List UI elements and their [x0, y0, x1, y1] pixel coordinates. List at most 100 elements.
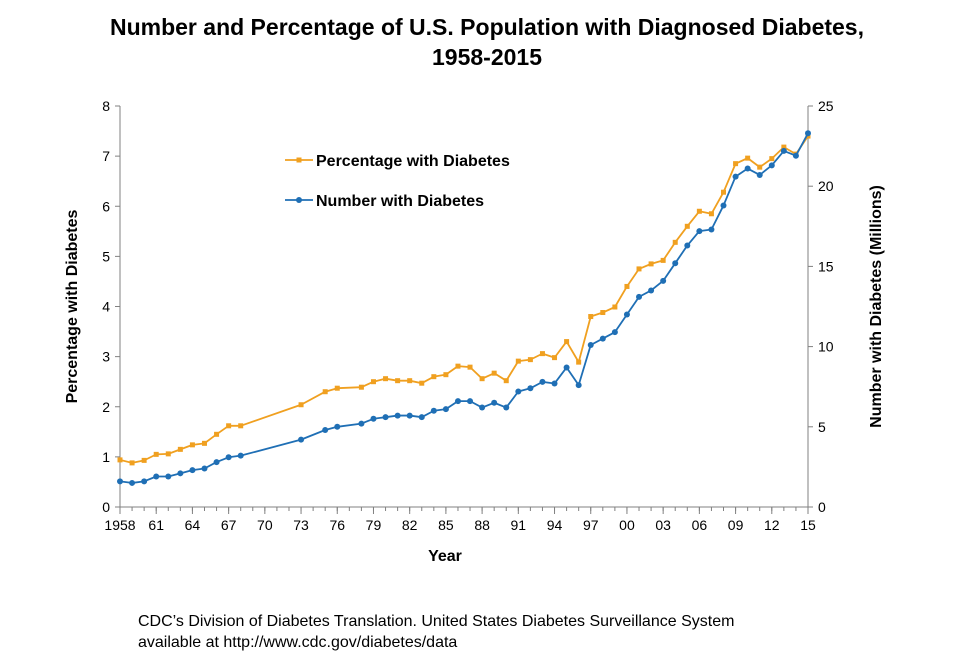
data-point [201, 465, 208, 472]
data-point [383, 376, 389, 382]
x-tick-label: 61 [148, 517, 164, 533]
data-point [407, 378, 413, 384]
left-y-tick-label: 1 [102, 449, 110, 465]
data-point [576, 359, 582, 365]
data-point [419, 380, 425, 386]
data-point [406, 412, 413, 419]
data-point [684, 223, 690, 229]
x-tick-label: 09 [728, 517, 744, 533]
chart-title-line-1: Number and Percentage of U.S. Population… [109, 14, 864, 40]
series-line [119, 135, 809, 464]
data-point [720, 202, 727, 209]
data-point [430, 407, 437, 414]
data-point [153, 473, 160, 480]
data-point [551, 380, 558, 387]
data-point [226, 423, 232, 429]
data-point [129, 479, 136, 486]
data-point [611, 329, 618, 336]
data-point [442, 406, 449, 413]
data-point [503, 378, 509, 384]
data-point [395, 378, 401, 384]
data-point [600, 310, 606, 316]
data-point [756, 171, 763, 178]
data-point [177, 470, 184, 477]
data-point [165, 473, 172, 480]
left-y-axis-title: Percentage with Diabetes [64, 209, 81, 403]
data-point [624, 283, 630, 289]
data-point [612, 304, 618, 310]
data-point [467, 398, 474, 405]
data-point [479, 404, 486, 411]
chart-title-line-2: 1958-2015 [432, 44, 542, 70]
data-point [721, 189, 727, 195]
data-point [648, 261, 654, 267]
data-point [599, 335, 606, 342]
data-point [708, 226, 715, 233]
x-tick-label: 82 [402, 517, 418, 533]
x-tick-label: 91 [511, 517, 527, 533]
x-tick-label: 79 [366, 517, 382, 533]
data-point [370, 415, 377, 422]
left-y-tick-label: 7 [102, 148, 110, 164]
data-point [732, 173, 739, 180]
chart-title: Number and Percentage of U.S. Population… [0, 12, 974, 72]
source-note: CDC’s Division of Diabetes Translation. … [138, 611, 734, 653]
left-y-tick-label: 6 [102, 198, 110, 214]
data-point [792, 152, 799, 159]
data-point [745, 155, 751, 161]
data-point [696, 228, 703, 235]
data-point [769, 156, 775, 162]
data-point [623, 311, 630, 318]
data-point [334, 423, 341, 430]
x-tick-label: 67 [221, 517, 237, 533]
data-point [539, 351, 545, 357]
x-tick-label: 64 [185, 517, 201, 533]
data-point [684, 242, 691, 249]
left-y-tick-label: 4 [102, 299, 110, 315]
series-percentage [117, 133, 811, 466]
data-point [382, 414, 389, 421]
data-point [214, 431, 220, 437]
data-point [491, 399, 498, 406]
data-point [648, 287, 655, 294]
data-point [672, 239, 678, 245]
data-point [527, 357, 533, 363]
legend-item: Percentage with Diabetes [285, 153, 510, 170]
x-axis-title: Year [428, 548, 462, 565]
data-point [515, 388, 522, 395]
data-point [455, 363, 461, 369]
data-point [189, 467, 196, 474]
data-point [467, 364, 473, 370]
data-point [443, 372, 449, 378]
data-point [358, 384, 364, 390]
data-point [588, 314, 594, 320]
data-point [757, 164, 763, 170]
right-y-axis-title: Number with Diabetes (Millions) [868, 185, 885, 428]
right-y-tick-label: 20 [818, 178, 834, 194]
x-tick-label: 94 [547, 517, 563, 533]
data-point [552, 355, 558, 361]
data-point [177, 446, 183, 452]
data-point [431, 374, 437, 380]
right-y-tick-label: 15 [818, 258, 834, 274]
data-point [660, 277, 667, 284]
legend-marker [296, 157, 302, 163]
data-point [201, 440, 207, 446]
x-tick-label: 06 [692, 517, 708, 533]
series-number [117, 130, 811, 486]
legend-marker [296, 197, 302, 203]
data-point [117, 457, 123, 463]
data-point [479, 376, 485, 382]
data-point [587, 341, 594, 348]
legend: Percentage with Diabetes Number with Diab… [285, 153, 510, 210]
data-point [563, 364, 570, 371]
x-tick-label: 73 [293, 517, 309, 533]
data-point [660, 257, 666, 263]
data-point [298, 436, 305, 443]
source-line-2: available at http://www.cdc.gov/diabetes… [138, 634, 458, 651]
x-tick-label: 85 [438, 517, 454, 533]
data-point [322, 389, 328, 395]
legend-label: Number with Diabetes [316, 193, 484, 210]
data-point [213, 459, 220, 466]
